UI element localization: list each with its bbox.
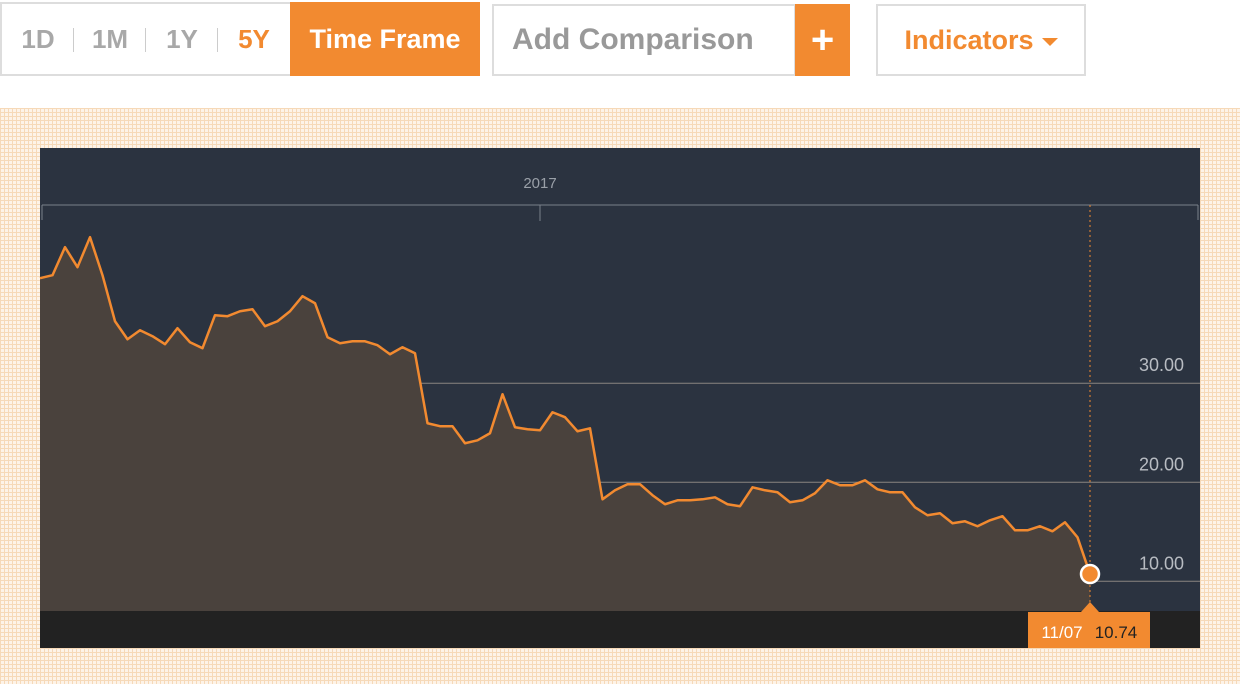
y-tick-label: 30.00 <box>1139 355 1184 375</box>
tooltip-value: 10.74 <box>1095 623 1138 642</box>
y-tick-label: 20.00 <box>1139 454 1184 474</box>
indicators-label: Indicators <box>904 24 1034 55</box>
range-button[interactable]: 1Y <box>146 24 218 55</box>
tooltip-arrow <box>1081 602 1099 612</box>
x-tick-label: 2017 <box>523 175 556 192</box>
y-tick-label: 10.00 <box>1139 553 1184 573</box>
range-button[interactable]: 5Y <box>238 23 270 54</box>
footer-strip <box>40 611 1200 648</box>
tooltip-date: 11/07 <box>1041 623 1082 642</box>
time-frame-button[interactable]: Time Frame <box>290 2 480 76</box>
range-button[interactable]: 1M <box>74 24 146 55</box>
line <box>39 235 1092 575</box>
last-point <box>1079 563 1101 585</box>
indicators-button[interactable]: Indicators <box>876 4 1086 76</box>
range-button[interactable]: 1D <box>2 24 74 55</box>
range-selector: 1D 1M 1Y 5Y Time Frame <box>0 2 480 76</box>
comparison-input[interactable]: Add Comparison <box>492 4 796 76</box>
dropdown-icon <box>1041 38 1058 46</box>
add-button[interactable]: + <box>795 4 850 76</box>
tooltip <box>1028 612 1150 648</box>
area-fill <box>40 237 1090 611</box>
